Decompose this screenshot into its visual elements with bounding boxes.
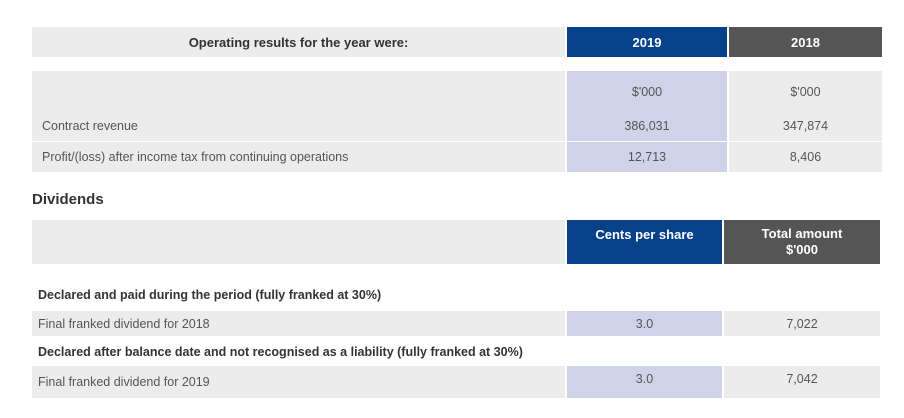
dividends-section-paid: Declared and paid during the period (ful… — [38, 285, 558, 305]
row-contract-revenue-2018-text: 347,874 — [782, 119, 829, 133]
row-contract-revenue-2019: 386,031 — [567, 111, 727, 141]
column-header-2019-text: 2019 — [632, 34, 662, 50]
units-row-label-cell — [32, 71, 565, 111]
unit-2018: $'000 — [729, 71, 882, 111]
row-final-dividend-2018-total-text: 7,022 — [786, 316, 818, 331]
column-header-total-amount-line1: Total amount — [761, 226, 843, 241]
row-final-dividend-2019-label-text: Final franked dividend for 2019 — [38, 375, 210, 389]
row-final-dividend-2018-cents: 3.0 — [567, 311, 722, 336]
row-final-dividend-2018-label-text: Final franked dividend for 2018 — [38, 316, 210, 331]
column-header-2018-text: 2018 — [791, 34, 820, 50]
row-profit-label-text: Profit/(loss) after income tax from cont… — [42, 150, 349, 164]
row-final-dividend-2019-total-text: 7,042 — [786, 372, 818, 386]
row-contract-revenue-2018: 347,874 — [729, 111, 882, 141]
column-header-2018: 2018 — [729, 27, 882, 57]
dividends-section-declared-after-text: Declared after balance date and not reco… — [38, 345, 523, 359]
operating-results-heading-text: Operating results for the year were: — [188, 34, 409, 50]
dividends-section-declared-after: Declared after balance date and not reco… — [38, 342, 563, 362]
row-profit-2018-text: 8,406 — [789, 150, 822, 164]
row-final-dividend-2019-cents-text: 3.0 — [635, 372, 654, 386]
operating-results-heading: Operating results for the year were: — [32, 27, 565, 57]
row-profit-2019: 12,713 — [567, 142, 727, 172]
row-profit-2019-text: 12,713 — [627, 150, 667, 164]
row-final-dividend-2019-total: 7,042 — [724, 366, 880, 398]
dividends-section-paid-text: Declared and paid during the period (ful… — [38, 288, 382, 302]
column-header-cents-per-share: Cents per share — [567, 220, 722, 264]
column-header-total-amount-line2: $'000 — [785, 242, 818, 257]
unit-2019: $'000 — [567, 71, 727, 111]
row-profit-label: Profit/(loss) after income tax from cont… — [32, 142, 565, 172]
column-header-cents-per-share-text: Cents per share — [595, 227, 694, 242]
dividends-title-text: Dividends — [32, 191, 104, 208]
row-final-dividend-2018-total: 7,022 — [724, 311, 880, 336]
dividends-title: Dividends — [32, 191, 332, 213]
unit-2019-text: $'000 — [631, 85, 663, 99]
row-contract-revenue-2019-text: 386,031 — [624, 119, 670, 133]
row-final-dividend-2019-cents: 3.0 — [567, 366, 722, 398]
dividends-header-label-cell — [32, 220, 565, 264]
column-header-total-amount: Total amount $'000 — [724, 220, 880, 264]
column-header-2019: 2019 — [567, 27, 727, 57]
row-final-dividend-2019-label: Final franked dividend for 2019 — [32, 366, 565, 398]
row-profit-2018: 8,406 — [729, 142, 882, 172]
row-contract-revenue-label: Contract revenue — [32, 111, 565, 141]
row-final-dividend-2018-label: Final franked dividend for 2018 — [32, 311, 565, 336]
row-contract-revenue-label-text: Contract revenue — [42, 119, 138, 133]
row-final-dividend-2018-cents-text: 3.0 — [635, 316, 654, 331]
unit-2018-text: $'000 — [790, 85, 821, 99]
